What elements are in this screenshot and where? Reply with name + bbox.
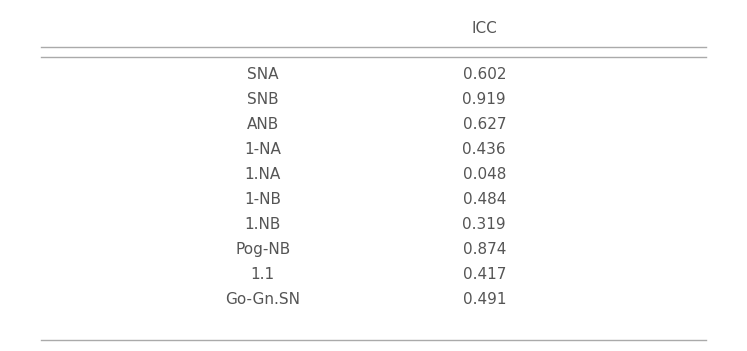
Text: 0.919: 0.919 — [462, 92, 506, 107]
Text: 0.627: 0.627 — [462, 117, 506, 132]
Text: 0.417: 0.417 — [462, 267, 506, 282]
Text: 1-NA: 1-NA — [244, 142, 281, 157]
Text: SNB: SNB — [247, 92, 279, 107]
Text: 1-NB: 1-NB — [244, 192, 281, 207]
Text: 0.602: 0.602 — [462, 67, 506, 82]
Text: 1.1: 1.1 — [251, 267, 275, 282]
Text: 0.319: 0.319 — [462, 217, 506, 232]
Text: 0.484: 0.484 — [462, 192, 506, 207]
Text: ANB: ANB — [247, 117, 279, 132]
Text: 0.874: 0.874 — [462, 242, 506, 257]
Text: Pog-NB: Pog-NB — [235, 242, 291, 257]
Text: Go-Gn.SN: Go-Gn.SN — [225, 292, 300, 307]
Text: 0.048: 0.048 — [462, 167, 506, 182]
Text: 0.436: 0.436 — [462, 142, 506, 157]
Text: 1.NB: 1.NB — [244, 217, 281, 232]
Text: ICC: ICC — [471, 21, 498, 36]
Text: 1.NA: 1.NA — [244, 167, 281, 182]
Text: 0.491: 0.491 — [462, 292, 506, 307]
Text: SNA: SNA — [247, 67, 279, 82]
